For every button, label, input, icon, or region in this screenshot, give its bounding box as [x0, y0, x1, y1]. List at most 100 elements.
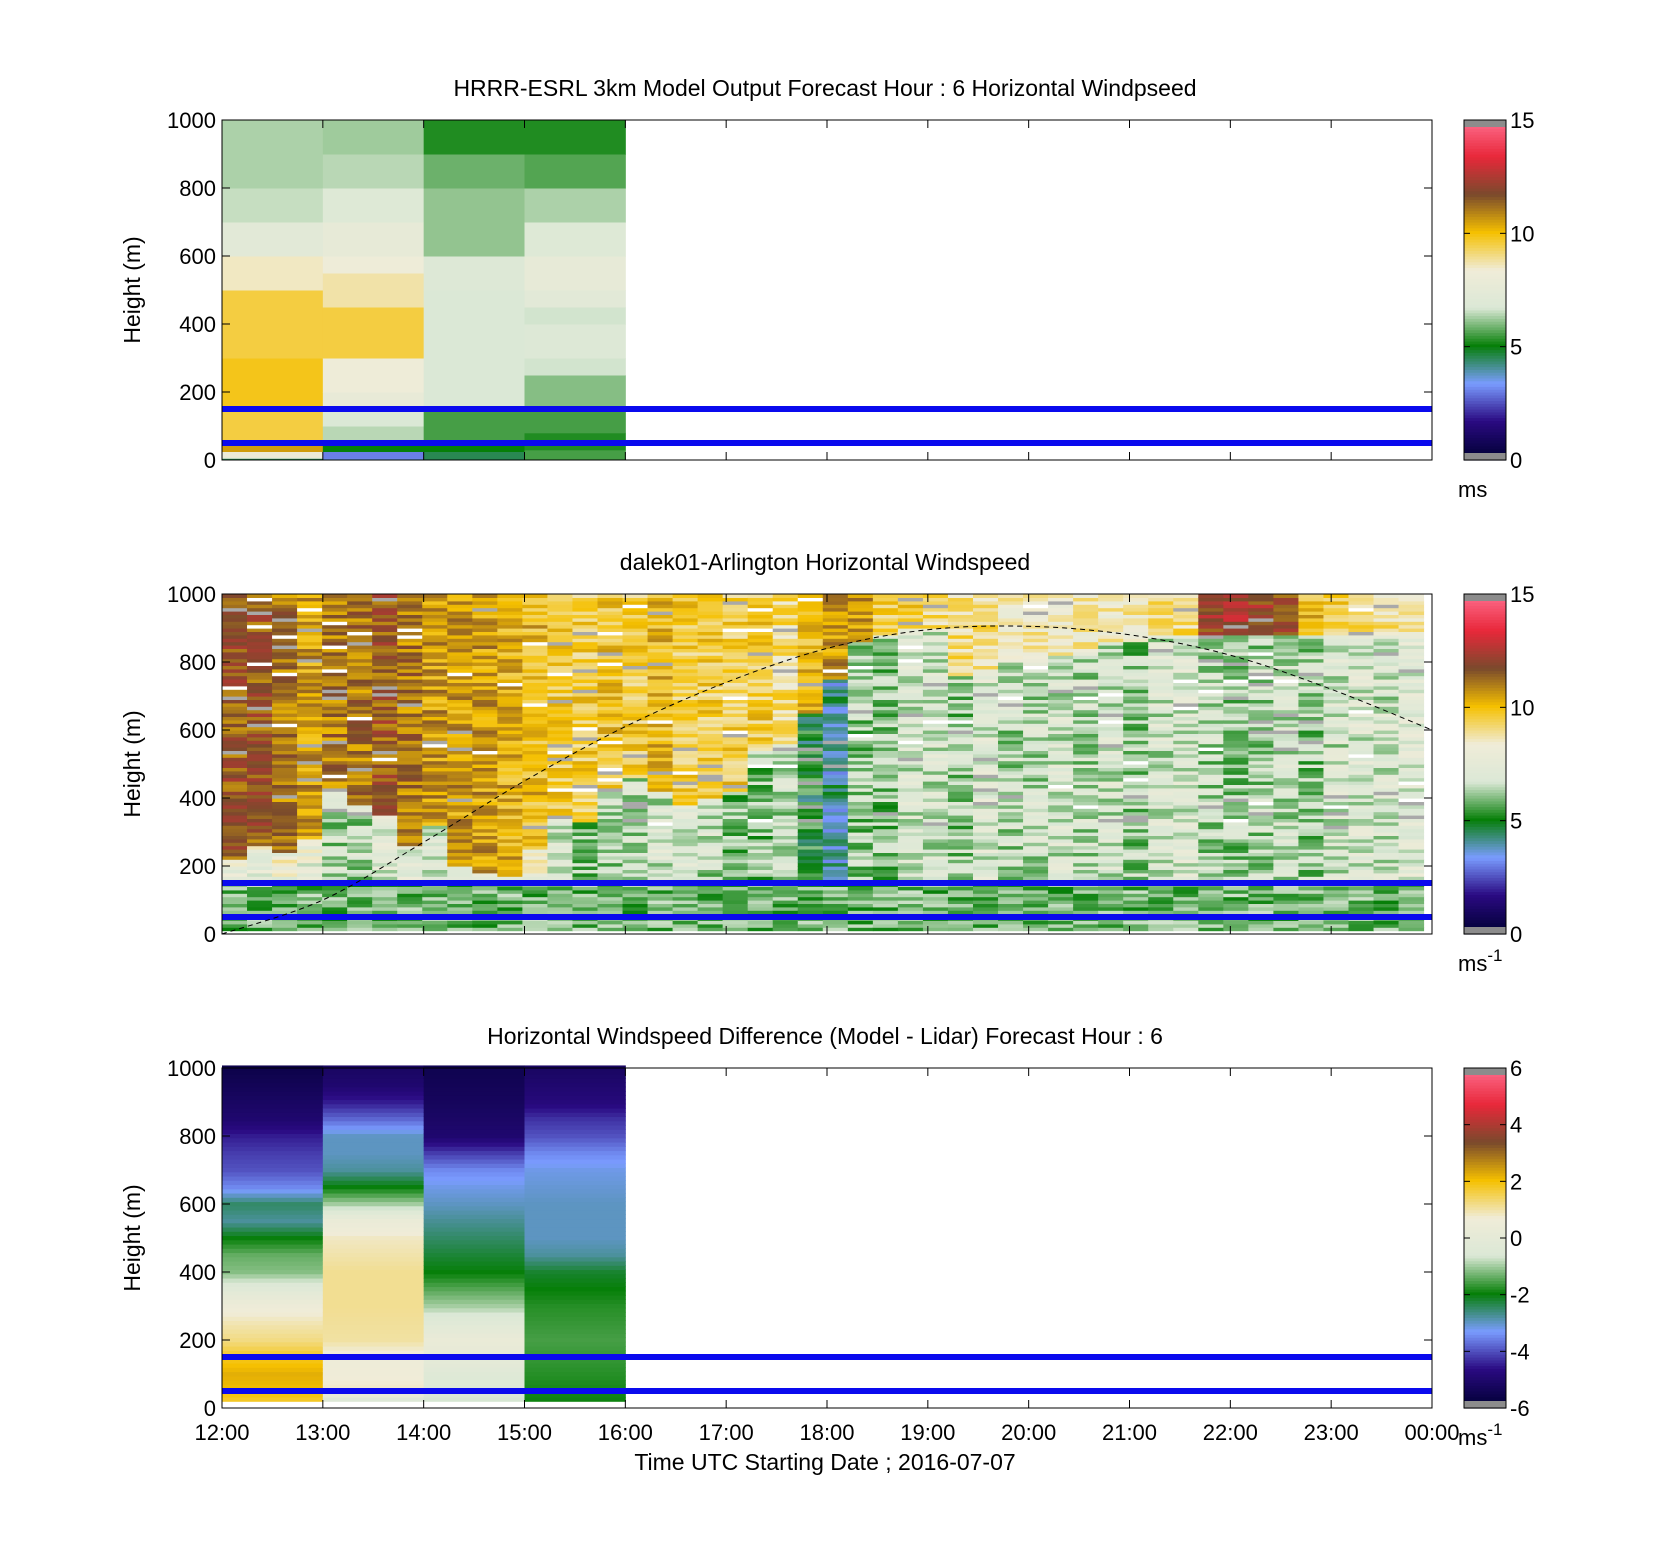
heatmap-cell — [472, 866, 498, 870]
heatmap-cell — [1148, 597, 1174, 602]
heatmap-cell — [697, 818, 724, 823]
heatmap-cell — [1323, 668, 1349, 673]
heatmap-cell — [1273, 818, 1299, 823]
heatmap-cell — [1198, 743, 1224, 748]
heatmap-cell — [547, 597, 573, 602]
heatmap-cell — [547, 631, 573, 636]
heatmap-cell — [1223, 791, 1249, 796]
heatmap-cell — [1223, 716, 1249, 721]
heatmap-cell — [647, 597, 674, 602]
heatmap-cell — [347, 770, 373, 775]
heatmap-cell — [1373, 889, 1400, 894]
heatmap-cell — [872, 668, 899, 673]
heatmap-cell — [597, 815, 624, 819]
heatmap-cell — [722, 638, 749, 643]
heatmap-cell — [998, 740, 1024, 745]
heatmap-cell — [722, 682, 749, 687]
heatmap-cell — [1248, 852, 1274, 857]
heatmap-cell — [522, 685, 548, 690]
heatmap-cell — [998, 696, 1024, 700]
heatmap-cell — [1073, 862, 1099, 867]
heatmap-cell — [1098, 886, 1124, 891]
heatmap-cell — [1348, 845, 1375, 850]
heatmap-cell — [1398, 896, 1425, 901]
heatmap-cell — [422, 818, 448, 823]
heatmap-cell — [297, 699, 323, 704]
heatmap-cell — [1248, 842, 1274, 847]
heatmap-cell — [1323, 679, 1349, 683]
heatmap-cell — [497, 594, 523, 598]
heatmap-cell — [772, 777, 799, 782]
heatmap-cell — [697, 611, 724, 615]
heatmap-cell — [1273, 713, 1299, 717]
heatmap-cell — [272, 760, 298, 765]
heatmap-cell — [922, 791, 949, 796]
heatmap-cell — [572, 631, 598, 636]
colorbar-segment — [1464, 448, 1506, 453]
heatmap-cell — [422, 662, 448, 666]
heatmap-cell — [747, 628, 774, 632]
heatmap-cell — [998, 787, 1024, 792]
heatmap-cell — [1223, 733, 1249, 738]
heatmap-cell — [547, 740, 573, 745]
heatmap-cell — [1123, 825, 1149, 830]
heatmap-cell — [1198, 651, 1224, 656]
heatmap-cell — [547, 801, 573, 806]
heatmap-cell — [423, 458, 525, 461]
heatmap-cell — [1298, 927, 1324, 932]
heatmap-cell — [622, 723, 649, 728]
heatmap-cell — [1198, 611, 1224, 615]
heatmap-cell — [222, 594, 248, 598]
heatmap-cell — [322, 604, 348, 609]
heatmap-cell — [522, 631, 548, 636]
heatmap-cell — [372, 787, 398, 792]
heatmap-cell — [222, 457, 324, 459]
heatmap-cell — [447, 801, 473, 806]
heatmap-cell — [1248, 719, 1274, 724]
heatmap-cell — [1348, 886, 1375, 891]
heatmap-cell — [472, 747, 498, 751]
heatmap-cell — [1298, 600, 1324, 605]
heatmap-cell — [622, 815, 649, 819]
heatmap-cell — [1323, 607, 1349, 612]
heatmap-cell — [447, 889, 473, 894]
heatmap-cell — [422, 750, 448, 755]
heatmap-cell — [222, 808, 248, 813]
heatmap-cell — [497, 716, 523, 721]
heatmap-cell — [472, 713, 498, 717]
heatmap-cell — [622, 702, 649, 707]
heatmap-cell — [597, 845, 624, 850]
heatmap-cell — [447, 743, 473, 748]
heatmap-cell — [397, 791, 423, 796]
heatmap-cell — [1123, 906, 1149, 911]
heatmap-cell — [1198, 706, 1224, 711]
heatmap-cell — [422, 641, 448, 646]
heatmap-cell — [597, 726, 624, 731]
heatmap-cell — [1198, 927, 1224, 932]
heatmap-cell — [322, 835, 348, 840]
heatmap-cell — [772, 716, 799, 721]
heatmap-cell — [772, 594, 799, 598]
heatmap-cell — [272, 910, 298, 915]
heatmap-cell — [972, 842, 999, 847]
heatmap-cell — [947, 658, 974, 663]
heatmap-cell — [847, 634, 874, 639]
heatmap-cell — [397, 662, 423, 666]
heatmap-cell — [447, 662, 473, 666]
colorbar-segment — [1464, 196, 1506, 200]
heatmap-cell — [597, 838, 624, 843]
heatmap-cell — [747, 845, 774, 850]
heatmap-cell — [447, 903, 473, 908]
heatmap-cell — [222, 651, 248, 656]
heatmap-cell — [572, 832, 598, 836]
heatmap-cell — [672, 896, 699, 901]
heatmap-cell — [847, 903, 874, 908]
heatmap-cell — [372, 818, 398, 823]
heatmap-cell — [672, 689, 699, 694]
heatmap-cell — [697, 859, 724, 864]
heatmap-cell — [872, 872, 899, 877]
heatmap-cell — [497, 862, 523, 867]
heatmap-cell — [722, 818, 749, 823]
heatmap-cell — [272, 631, 298, 636]
heatmap-cell — [372, 651, 398, 656]
